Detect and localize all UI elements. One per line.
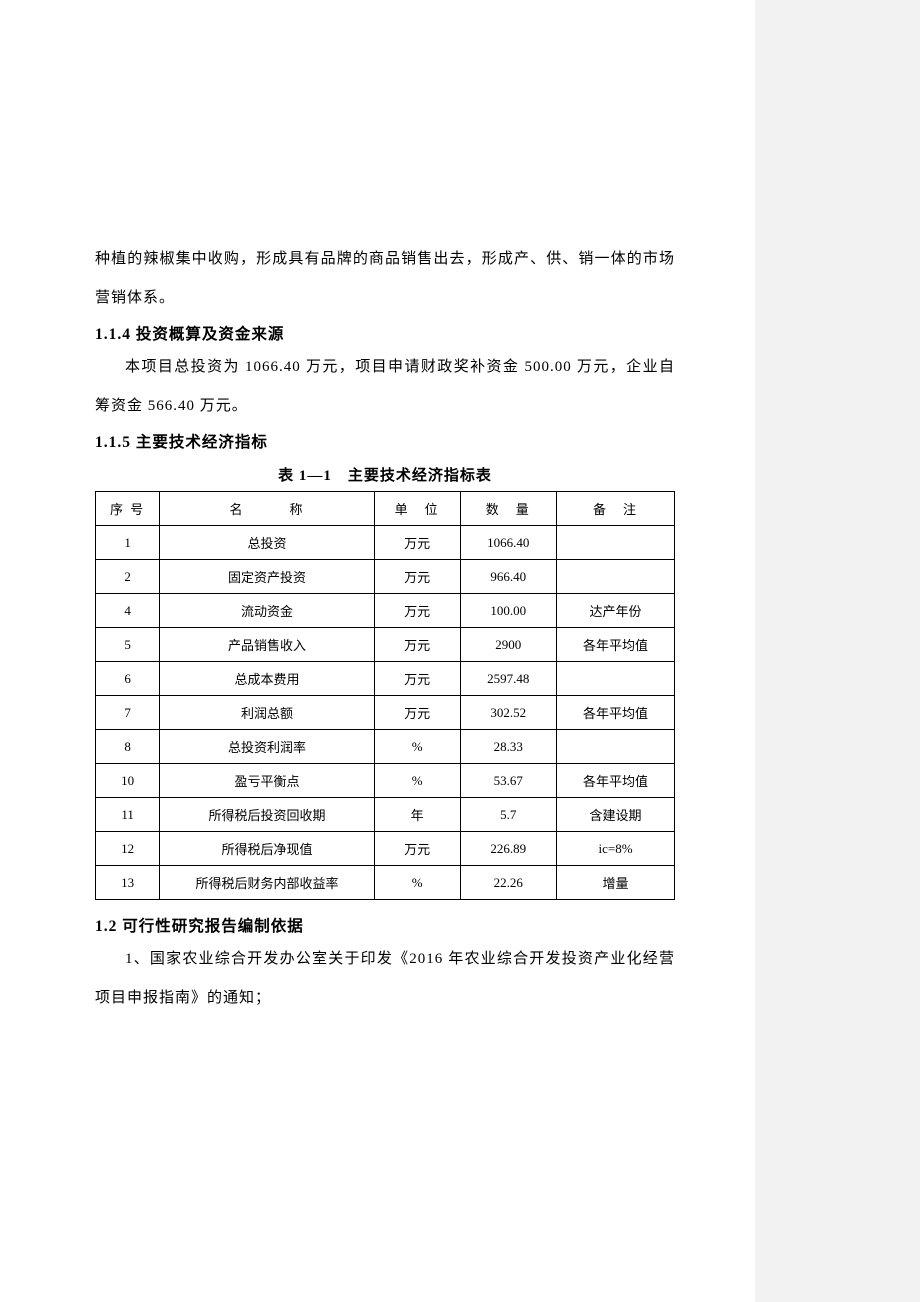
cell-unit: 万元 <box>374 560 460 594</box>
cell-seq: 2 <box>96 560 160 594</box>
table-row: 10 盈亏平衡点 % 53.67 各年平均值 <box>96 764 675 798</box>
cell-name: 总成本费用 <box>160 662 374 696</box>
table-row: 7 利润总额 万元 302.52 各年平均值 <box>96 696 675 730</box>
cell-unit: 万元 <box>374 696 460 730</box>
cell-unit: 万元 <box>374 526 460 560</box>
cell-unit: % <box>374 764 460 798</box>
cell-note: 达产年份 <box>557 594 675 628</box>
paragraph-investment: 本项目总投资为 1066.40 万元，项目申请财政奖补资金 500.00 万元，… <box>95 348 675 426</box>
cell-seq: 13 <box>96 866 160 900</box>
cell-seq: 7 <box>96 696 160 730</box>
col-header-qty: 数 量 <box>460 492 557 526</box>
col-header-note: 备 注 <box>557 492 675 526</box>
document-page: 种植的辣椒集中收购，形成具有品牌的商品销售出去，形成产、供、销一体的市场营销体系… <box>95 240 675 1018</box>
cell-note <box>557 662 675 696</box>
cell-note <box>557 730 675 764</box>
cell-seq: 10 <box>96 764 160 798</box>
heading-1-1-4: 1.1.4 投资概算及资金来源 <box>95 322 675 344</box>
cell-qty: 22.26 <box>460 866 557 900</box>
cell-name: 固定资产投资 <box>160 560 374 594</box>
cell-unit: 万元 <box>374 594 460 628</box>
heading-1-1-5: 1.1.5 主要技术经济指标 <box>95 430 675 452</box>
table-row: 13 所得税后财务内部收益率 % 22.26 增量 <box>96 866 675 900</box>
cell-seq: 5 <box>96 628 160 662</box>
table-row: 12 所得税后净现值 万元 226.89 ic=8% <box>96 832 675 866</box>
cell-qty: 1066.40 <box>460 526 557 560</box>
cell-seq: 8 <box>96 730 160 764</box>
paragraph-basis-1: 1、国家农业综合开发办公室关于印发《2016 年农业综合开发投资产业化经营项目申… <box>95 940 675 1018</box>
cell-unit: 万元 <box>374 662 460 696</box>
cell-name: 总投资 <box>160 526 374 560</box>
cell-qty: 28.33 <box>460 730 557 764</box>
table-row: 4 流动资金 万元 100.00 达产年份 <box>96 594 675 628</box>
cell-qty: 2597.48 <box>460 662 557 696</box>
cell-note: 含建设期 <box>557 798 675 832</box>
table-row: 5 产品销售收入 万元 2900 各年平均值 <box>96 628 675 662</box>
table-row: 8 总投资利润率 % 28.33 <box>96 730 675 764</box>
right-sidebar <box>755 0 920 1302</box>
table-row: 1 总投资 万元 1066.40 <box>96 526 675 560</box>
table-row: 6 总成本费用 万元 2597.48 <box>96 662 675 696</box>
cell-seq: 12 <box>96 832 160 866</box>
col-header-unit: 单 位 <box>374 492 460 526</box>
cell-unit: % <box>374 730 460 764</box>
cell-qty: 302.52 <box>460 696 557 730</box>
cell-note: 各年平均值 <box>557 628 675 662</box>
cell-note: 各年平均值 <box>557 696 675 730</box>
table-row: 2 固定资产投资 万元 966.40 <box>96 560 675 594</box>
cell-note: 增量 <box>557 866 675 900</box>
cell-qty: 2900 <box>460 628 557 662</box>
cell-name: 总投资利润率 <box>160 730 374 764</box>
col-header-name: 名 称 <box>160 492 374 526</box>
cell-unit: 万元 <box>374 628 460 662</box>
cell-qty: 226.89 <box>460 832 557 866</box>
cell-seq: 1 <box>96 526 160 560</box>
cell-note: ic=8% <box>557 832 675 866</box>
cell-qty: 100.00 <box>460 594 557 628</box>
cell-note: 各年平均值 <box>557 764 675 798</box>
cell-note <box>557 560 675 594</box>
cell-name: 所得税后投资回收期 <box>160 798 374 832</box>
cell-name: 流动资金 <box>160 594 374 628</box>
cell-name: 所得税后净现值 <box>160 832 374 866</box>
cell-qty: 966.40 <box>460 560 557 594</box>
cell-name: 所得税后财务内部收益率 <box>160 866 374 900</box>
cell-name: 产品销售收入 <box>160 628 374 662</box>
cell-qty: 53.67 <box>460 764 557 798</box>
cell-name: 盈亏平衡点 <box>160 764 374 798</box>
table-caption: 表 1—1 主要技术经济指标表 <box>95 464 675 485</box>
cell-seq: 11 <box>96 798 160 832</box>
cell-name: 利润总额 <box>160 696 374 730</box>
table-row: 11 所得税后投资回收期 年 5.7 含建设期 <box>96 798 675 832</box>
heading-1-2: 1.2 可行性研究报告编制依据 <box>95 914 675 936</box>
cell-unit: 年 <box>374 798 460 832</box>
cell-unit: % <box>374 866 460 900</box>
cell-qty: 5.7 <box>460 798 557 832</box>
table-body: 1 总投资 万元 1066.40 2 固定资产投资 万元 966.40 4 流动… <box>96 526 675 900</box>
paragraph-intro: 种植的辣椒集中收购，形成具有品牌的商品销售出去，形成产、供、销一体的市场营销体系… <box>95 240 675 318</box>
economic-indicators-table: 序 号 名 称 单 位 数 量 备 注 1 总投资 万元 1066.40 2 固… <box>95 491 675 900</box>
col-header-seq: 序 号 <box>96 492 160 526</box>
cell-seq: 4 <box>96 594 160 628</box>
cell-note <box>557 526 675 560</box>
cell-unit: 万元 <box>374 832 460 866</box>
table-header-row: 序 号 名 称 单 位 数 量 备 注 <box>96 492 675 526</box>
cell-seq: 6 <box>96 662 160 696</box>
